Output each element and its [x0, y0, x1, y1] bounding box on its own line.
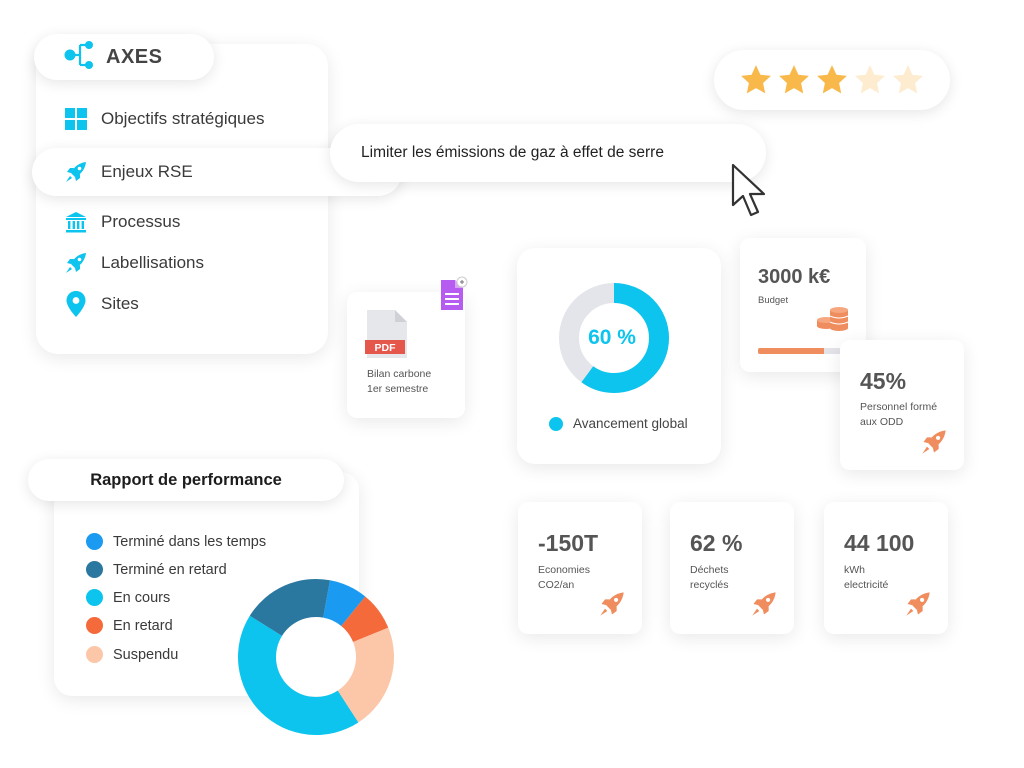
pdf-badge: PDF	[375, 342, 397, 354]
document-add-icon[interactable]	[437, 276, 469, 317]
stat-value: -150T	[538, 530, 599, 556]
legend-item: En retard	[86, 617, 173, 634]
donut-slice-4	[249, 579, 330, 636]
menu-item-objectifs[interactable]: Objectifs stratégiques	[64, 107, 264, 131]
stat-label-line2: electricité	[844, 579, 889, 591]
menu-item-label: Enjeux RSE	[101, 162, 193, 181]
stat-card-dechets: 62 % Déchets recyclés	[670, 502, 794, 634]
rocket-icon	[904, 590, 932, 623]
menu-item-processus[interactable]: Processus	[64, 210, 180, 234]
pdf-label-line1: Bilan carbone	[367, 368, 432, 380]
performance-report-title: Rapport de performance	[90, 470, 282, 489]
donut-slice-3	[238, 615, 359, 735]
global-progress-card: 60 % Avancement global	[517, 248, 721, 464]
stat-label-line2: aux ODD	[860, 416, 904, 428]
stat-value: 45%	[860, 368, 907, 394]
donut-slice-0	[323, 580, 366, 626]
star-icon[interactable]	[853, 63, 887, 97]
stat-label: Déchets recyclés	[690, 563, 729, 593]
stat-label-line1: Economies	[538, 564, 590, 576]
legend-label: Terminé en retard	[113, 561, 227, 578]
rocket-icon	[64, 251, 88, 275]
rocket-icon	[64, 160, 88, 184]
pdf-file-icon: PDF	[365, 310, 407, 358]
menu-item-sites[interactable]: Sites	[64, 291, 139, 317]
pdf-label: Bilan carbone 1er semestre	[367, 367, 459, 397]
stat-card-kwh: 44 100 kWh electricité	[824, 502, 948, 634]
stat-card-odd: 45% Personnel formé aux ODD	[840, 340, 964, 470]
global-legend: Avancement global	[549, 416, 688, 431]
stat-label-line2: CO2/an	[538, 579, 575, 591]
star-icon[interactable]	[815, 63, 849, 97]
stat-value: 44 100	[844, 530, 915, 556]
stat-label-line1: kWh	[844, 564, 865, 576]
stat-label: Personnel formé aux ODD	[860, 400, 937, 430]
legend-label: En cours	[113, 589, 171, 606]
budget-value: 3000 k€	[758, 266, 831, 288]
legend-item: Terminé en retard	[86, 561, 227, 578]
legend-label: En retard	[113, 617, 173, 634]
star-icon[interactable]	[891, 63, 925, 97]
star-icon[interactable]	[777, 63, 811, 97]
legend-label: Suspendu	[113, 646, 179, 663]
global-percent: 60 %	[588, 326, 636, 349]
pdf-label-line2: 1er semestre	[367, 383, 429, 395]
global-legend-label: Avancement global	[573, 416, 688, 431]
legend-dot	[86, 589, 103, 606]
rocket-icon	[750, 590, 778, 623]
mouse-cursor-icon	[731, 163, 771, 228]
stat-label-line1: Personnel formé	[860, 401, 938, 413]
legend-item: Terminé dans les temps	[86, 533, 266, 550]
menu-item-labellisations[interactable]: Labellisations	[64, 251, 204, 275]
menu-item-label: Processus	[101, 212, 181, 231]
hierarchy-icon	[62, 40, 96, 75]
legend-item: En cours	[86, 589, 170, 606]
stat-label: kWh electricité	[844, 563, 888, 593]
stat-label-line1: Déchets	[690, 564, 729, 576]
donut-slice-2	[337, 627, 394, 723]
institution-icon	[64, 210, 88, 234]
legend-item: Suspendu	[86, 646, 178, 663]
donut-progress	[559, 283, 669, 393]
axes-header[interactable]: AXES	[34, 34, 214, 80]
donut-slice-1	[341, 596, 389, 642]
menu-item-label: Objectifs stratégiques	[101, 109, 265, 128]
legend-dot	[549, 416, 563, 431]
stat-card-co2: -150T Economies CO2/an	[518, 502, 642, 634]
legend-dot	[86, 617, 103, 634]
stat-value: 62 %	[690, 530, 743, 556]
budget-progress-fill	[758, 348, 824, 354]
menu-item-enjeux[interactable]: Enjeux RSE	[64, 160, 193, 184]
coins-icon	[816, 302, 850, 339]
pdf-document-card[interactable]: PDF Bilan carbone 1er semestre	[347, 292, 465, 418]
menu-item-label: Sites	[101, 294, 139, 313]
legend-dot	[86, 646, 103, 663]
global-progress-donut	[559, 283, 669, 393]
budget-progress-bar	[758, 348, 848, 354]
rocket-icon	[598, 590, 626, 623]
rocket-icon	[920, 428, 948, 461]
location-pin-icon	[64, 291, 88, 317]
legend-dot	[86, 533, 103, 550]
star-icon[interactable]	[739, 63, 773, 97]
rating-stars[interactable]	[714, 50, 950, 110]
legend-dot	[86, 561, 103, 578]
menu-item-label: Labellisations	[101, 253, 205, 272]
stat-label-line2: recyclés	[690, 579, 729, 591]
stat-label: Economies CO2/an	[538, 563, 590, 593]
performance-donut-chart	[238, 579, 394, 735]
axes-title: AXES	[106, 45, 163, 68]
objective-tooltip: Limiter les émissions de gaz à effet de …	[330, 124, 766, 182]
legend-label: Terminé dans les temps	[113, 533, 267, 550]
budget-label: Budget	[758, 295, 789, 306]
performance-report-header[interactable]: Rapport de performance	[28, 459, 344, 501]
tooltip-text: Limiter les émissions de gaz à effet de …	[361, 144, 664, 161]
grid-icon	[64, 107, 88, 131]
